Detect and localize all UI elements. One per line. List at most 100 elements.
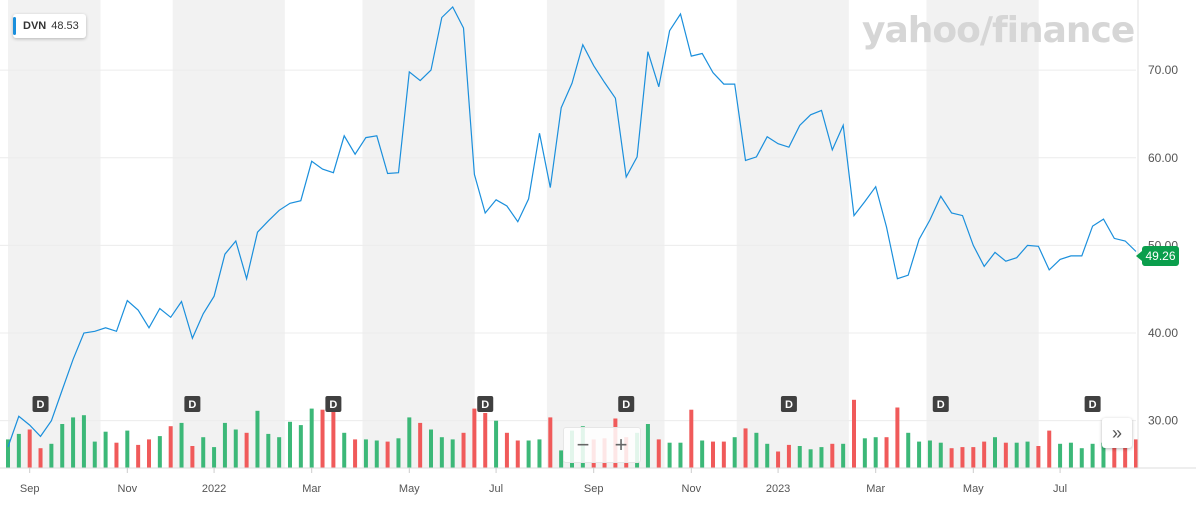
dividend-marker[interactable]: D <box>618 396 635 412</box>
volume-bar <box>711 441 715 468</box>
volume-bar <box>429 429 433 468</box>
volume-bar <box>114 442 119 468</box>
volume-bar <box>92 441 97 468</box>
volume-bar <box>895 407 900 468</box>
volume-bar <box>179 422 184 468</box>
volume-bar <box>157 436 162 468</box>
y-tick-label: 70.00 <box>1148 63 1178 77</box>
volume-bar <box>6 439 10 468</box>
zoom-in-button[interactable]: + <box>614 432 628 457</box>
dividend-badge <box>184 396 201 412</box>
volume-bar <box>147 439 151 468</box>
dividend-label: D <box>785 399 793 411</box>
volume-bar <box>862 438 867 468</box>
volume-bar <box>808 449 813 468</box>
volume-bar <box>689 409 694 468</box>
y-tick-label: 40.00 <box>1148 326 1178 340</box>
symbol-legend[interactable]: DVN 48.53 <box>13 14 86 38</box>
dividend-badge <box>780 396 797 412</box>
dividend-marker[interactable]: D <box>325 396 342 412</box>
series-color-swatch <box>13 17 16 35</box>
y-tick-label: 30.00 <box>1148 414 1178 428</box>
volume-bar <box>1123 430 1128 468</box>
expand-icon[interactable]: » <box>1102 418 1132 448</box>
dividend-marker[interactable]: D <box>32 396 49 412</box>
volume-bar <box>1003 442 1008 468</box>
dividend-marker[interactable]: D <box>477 396 494 412</box>
volume-bar <box>266 433 271 468</box>
volume-bar <box>1058 443 1063 468</box>
volume-bar <box>1079 448 1084 468</box>
x-tick-label: 2023 <box>766 483 790 495</box>
volume-bar <box>667 442 672 468</box>
dividend-marker[interactable]: D <box>780 396 797 412</box>
dividend-marker[interactable]: D <box>1084 396 1101 412</box>
brand-logo: yahoo/finance <box>862 10 1135 51</box>
dividend-marker[interactable]: D <box>184 396 201 412</box>
x-tick-label: Nov <box>682 483 702 495</box>
dividend-badge <box>325 396 342 412</box>
volume-bar <box>374 440 379 468</box>
volume-bar <box>483 413 488 468</box>
volume-bar <box>331 407 336 468</box>
dividend-label: D <box>937 399 945 411</box>
dividend-badge <box>32 396 49 412</box>
x-tick-label: Mar <box>302 483 321 495</box>
x-tick-label: May <box>963 483 984 495</box>
volume-bar <box>461 432 466 468</box>
month-band <box>362 0 475 468</box>
volume-bar <box>548 417 553 468</box>
volume-bar <box>504 432 509 468</box>
volume-bar <box>938 442 943 468</box>
volume-bar <box>917 441 922 468</box>
price-line <box>7 6 1137 448</box>
dividend-badge <box>477 396 494 412</box>
volume-bar <box>873 437 878 468</box>
volume-bar <box>49 443 54 468</box>
volume-bar <box>439 437 444 468</box>
x-tick-label: Jul <box>1053 483 1067 495</box>
volume-bar <box>16 433 21 468</box>
volume-bar <box>656 439 661 468</box>
dividend-badge <box>1084 396 1101 412</box>
volume-bar <box>190 446 195 468</box>
dividend-marker[interactable]: D <box>932 396 949 412</box>
volume-bar <box>754 432 759 468</box>
volume-bar <box>60 424 65 468</box>
volume-bar <box>288 421 292 468</box>
volume-bar <box>819 447 824 468</box>
volume-bar <box>222 422 227 468</box>
volume-bar <box>645 424 650 468</box>
volume-bar <box>743 428 748 468</box>
x-tick-label: May <box>399 483 420 495</box>
dividend-label: D <box>1089 399 1097 411</box>
dividend-label: D <box>481 399 489 411</box>
volume-bar <box>494 420 499 468</box>
volume-bar <box>1025 441 1030 468</box>
dividend-badge <box>618 396 635 412</box>
volume-bar <box>700 440 705 468</box>
volume-bar <box>71 417 76 468</box>
volume-bar <box>136 444 141 468</box>
volume-bar <box>537 439 542 468</box>
volume-bar <box>841 443 846 468</box>
volume-bar <box>385 441 390 468</box>
zoom-out-button[interactable]: − <box>576 432 590 457</box>
x-tick-label: Sep <box>584 483 604 495</box>
volume-bar <box>884 437 889 468</box>
volume-bar <box>1036 446 1041 468</box>
volume-bar <box>396 438 401 468</box>
volume-bar <box>201 437 206 468</box>
volume-bar <box>732 437 737 468</box>
x-tick-label: Jul <box>489 483 503 495</box>
volume-bar <box>298 425 303 468</box>
volume-bar <box>353 439 358 468</box>
volume-bar <box>244 432 249 468</box>
volume-bar <box>515 440 520 468</box>
y-tick-label: 60.00 <box>1148 151 1178 165</box>
x-tick-label: 2022 <box>202 483 226 495</box>
volume-bar <box>1014 442 1019 468</box>
dividend-label: D <box>37 399 45 411</box>
volume-bar <box>168 426 173 468</box>
